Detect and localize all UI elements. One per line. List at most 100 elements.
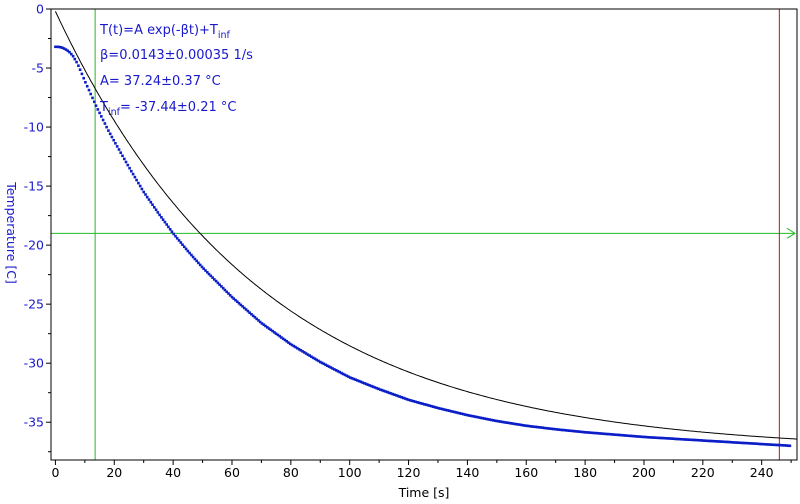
data-point <box>183 245 186 249</box>
data-point <box>557 428 560 431</box>
data-point <box>537 426 541 429</box>
data-point <box>161 218 165 221</box>
data-point <box>133 175 137 179</box>
data-point <box>553 427 557 431</box>
data-point <box>484 417 488 421</box>
data-point <box>670 437 673 440</box>
data-point <box>124 160 128 164</box>
data-point <box>327 365 331 368</box>
data-point <box>659 436 663 440</box>
data-point <box>440 407 444 411</box>
data-point <box>391 392 394 396</box>
data-point <box>168 228 172 231</box>
data-point <box>686 438 689 441</box>
data-point <box>258 320 262 324</box>
fit-amplitude-text: A= 37.24±0.37 °C <box>100 74 221 89</box>
data-point <box>400 395 403 399</box>
data-point <box>331 367 334 370</box>
data-point <box>453 410 456 414</box>
data-point <box>688 438 691 441</box>
data-point <box>762 442 765 446</box>
data-point <box>617 433 620 437</box>
data-point <box>633 434 636 438</box>
data-point <box>536 425 539 429</box>
data-point <box>530 425 534 428</box>
data-point <box>548 427 552 430</box>
data-point <box>725 440 728 444</box>
data-point <box>744 441 748 445</box>
data-point <box>730 441 733 444</box>
data-point <box>781 444 785 447</box>
data-point <box>359 380 363 384</box>
data-point <box>246 309 250 313</box>
data-point <box>483 417 486 420</box>
x-tick-label: 200 <box>632 465 656 480</box>
data-point <box>179 241 183 244</box>
data-point <box>220 285 223 288</box>
data-point <box>650 436 654 439</box>
data-point <box>562 428 566 432</box>
data-point <box>679 437 682 441</box>
data-point <box>776 443 779 447</box>
y-tick-label: 0 <box>36 2 44 17</box>
data-point <box>190 253 193 257</box>
data-point <box>599 432 603 435</box>
data-point <box>626 434 629 437</box>
data-point <box>103 122 107 125</box>
data-point <box>749 442 753 445</box>
data-point <box>386 390 389 394</box>
data-point <box>251 314 255 318</box>
data-point <box>444 408 447 412</box>
data-point <box>601 432 605 435</box>
data-point <box>691 438 695 442</box>
data-point <box>112 138 115 142</box>
data-point <box>363 382 366 385</box>
data-point <box>479 416 483 420</box>
data-point <box>707 439 710 443</box>
x-axis-label: Time [s] <box>398 485 450 500</box>
data-point <box>285 340 288 343</box>
data-point <box>317 359 320 363</box>
data-point <box>728 440 732 444</box>
data-point <box>631 434 635 438</box>
fit-tinf-rest: = -37.44±0.21 °C <box>120 100 236 115</box>
data-point <box>361 381 364 384</box>
data-point <box>80 72 84 76</box>
data-point <box>500 420 504 424</box>
x-axis: 0 20 40 60 80 100 120 140 160 180 200 220 240 <box>51 460 792 480</box>
data-point <box>54 45 57 49</box>
data-point <box>366 383 370 386</box>
data-point <box>778 443 781 447</box>
data-point <box>87 88 91 92</box>
data-point <box>223 288 227 292</box>
data-point <box>702 439 705 442</box>
data-point <box>253 316 257 319</box>
data-point <box>403 397 407 400</box>
data-point <box>684 438 688 441</box>
data-point <box>673 437 677 441</box>
data-point <box>151 203 154 206</box>
fit-curve <box>54 11 798 440</box>
data-point <box>474 415 477 419</box>
data-point <box>264 324 267 328</box>
data-point <box>62 47 66 50</box>
data-point <box>559 428 562 432</box>
y-axis: 0 -5 -10 -15 -20 -25 -30 -35 <box>24 2 51 453</box>
data-point <box>186 249 190 253</box>
data-point <box>145 195 149 199</box>
data-point <box>612 433 615 436</box>
data-point <box>315 358 318 362</box>
data-point <box>117 148 121 151</box>
data-point <box>77 64 80 67</box>
data-point <box>115 145 119 148</box>
data-point <box>513 422 516 426</box>
data-point <box>347 375 350 378</box>
data-point <box>774 443 778 447</box>
data-point <box>620 433 624 437</box>
data-point <box>294 345 297 349</box>
data-point <box>580 430 583 434</box>
data-point <box>765 443 769 446</box>
data-point <box>594 431 597 435</box>
data-point <box>638 435 642 438</box>
data-point <box>64 48 68 51</box>
